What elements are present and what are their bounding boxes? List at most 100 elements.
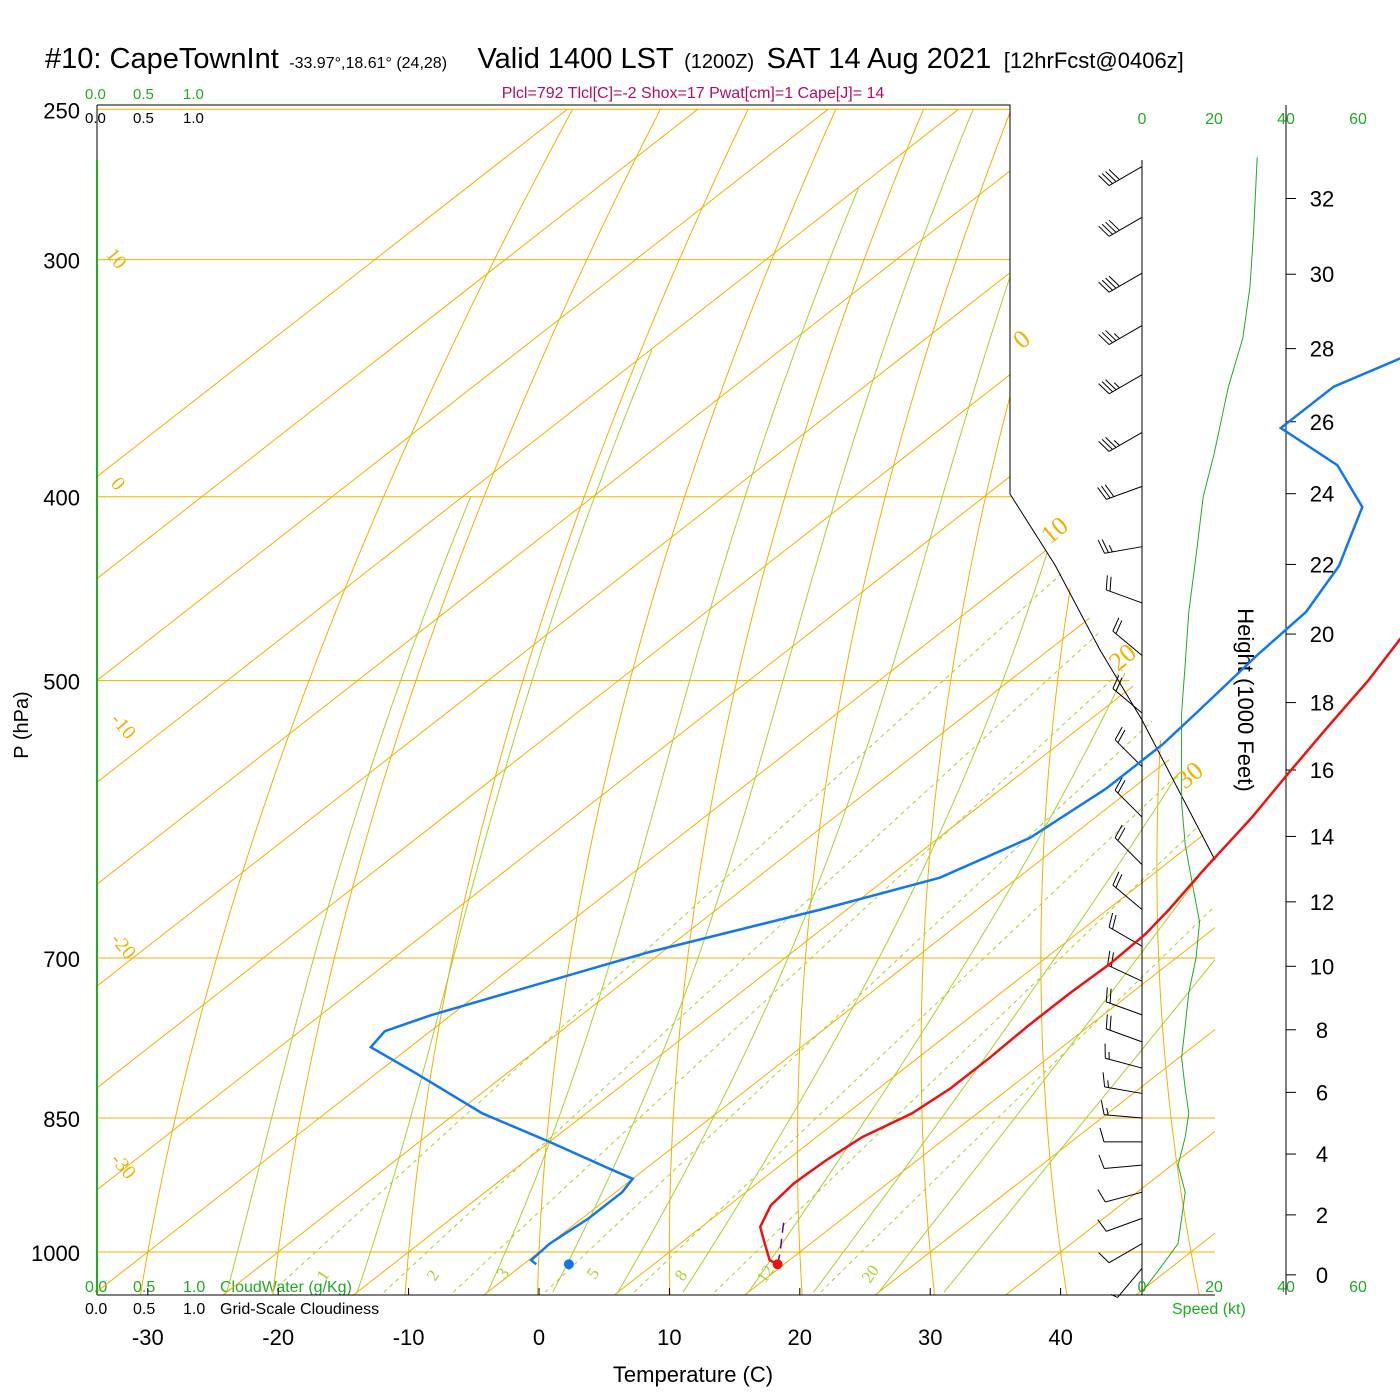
- cloudwater-label: CloudWater (g/Kg): [220, 1279, 352, 1296]
- isotherm-30: [858, 108, 1215, 1295]
- speed-tick-bottom-2: 40: [1277, 1279, 1295, 1296]
- height-tick-20: 20: [1310, 622, 1334, 647]
- height-tick-0: 0: [1316, 1263, 1328, 1288]
- cloudiness-scale-b1: 0.5: [133, 1301, 155, 1318]
- moist-adiabat-10: [617, 109, 1070, 1293]
- adiabat-label-0: 0: [1007, 324, 1036, 355]
- dry-adiabat--10: [403, 109, 749, 1295]
- wind-barb: [1114, 726, 1143, 768]
- wind-barbs: [1097, 166, 1143, 1298]
- wind-barb: [1105, 987, 1143, 1016]
- isotherm-40: [988, 108, 1215, 1295]
- mixing-ratio-8: [633, 496, 1215, 1293]
- isotherm-label-0: 0: [106, 473, 129, 495]
- height-tick-22: 22: [1310, 552, 1334, 577]
- height-tick-26: 26: [1310, 410, 1334, 435]
- series-parcel: [776, 1218, 785, 1265]
- temperature-tick-0: 0: [533, 1325, 545, 1350]
- wind-barb: [1107, 950, 1143, 982]
- temperature-axis-ticks: -30 -20 -10 0 10 20 30 40: [132, 1288, 1073, 1350]
- speed-tick-bottom-3: 60: [1349, 1279, 1367, 1296]
- moist-adiabat-35: [943, 109, 1215, 1293]
- isotherm-50: [1119, 108, 1215, 1295]
- wind-barb: [1099, 1127, 1142, 1143]
- mixing-ratio-label-2: 2: [423, 1266, 443, 1284]
- wind-barb: [1098, 432, 1143, 452]
- speed-tick-top-1: 20: [1205, 111, 1223, 128]
- forecast-info: [12hrFcst@0406z]: [1004, 48, 1184, 73]
- temperature-tick--20: -20: [262, 1325, 294, 1350]
- wind-barb: [1098, 166, 1143, 187]
- wind-barb: [1104, 1043, 1143, 1069]
- isotherm-label-10: 10: [101, 244, 131, 273]
- temperature-tick--30: -30: [132, 1325, 164, 1350]
- temperature-tick-30: 30: [918, 1325, 942, 1350]
- isotherm--20: [206, 108, 1215, 1295]
- pressure-axis-ticks: 250 300 400 500 700 850 1000: [31, 98, 80, 1266]
- speed-tick-top-3: 60: [1349, 111, 1367, 128]
- wind-barb: [1105, 575, 1143, 604]
- station-name: #10: CapeTownInt: [45, 43, 279, 75]
- temperature-tick-20: 20: [788, 1325, 812, 1350]
- wind-barb: [1098, 272, 1143, 293]
- speed-tick-bottom-1: 20: [1205, 1279, 1223, 1296]
- cloudwater-scale-b1: 0.5: [133, 1279, 155, 1296]
- adiabat-label-20: 20: [1103, 638, 1142, 677]
- cloudiness-scale-b0: 0.0: [85, 1301, 107, 1318]
- moist-adiabat-30: [878, 109, 1215, 1293]
- height-tick-16: 16: [1310, 758, 1334, 783]
- wind-barb: [1102, 1072, 1143, 1094]
- dry-adiabat-20: [796, 109, 1012, 1295]
- wind-barb: [1097, 1217, 1143, 1232]
- wind-barb: [1110, 1268, 1143, 1298]
- surface-dewpoint-marker: [563, 1259, 574, 1270]
- valid-date: SAT 14 Aug 2021: [767, 43, 992, 75]
- wind-barb: [1100, 1100, 1143, 1119]
- plot-frame-right: [97, 104, 1216, 861]
- cloudiness-scale-2: 1.0: [183, 110, 204, 127]
- pressure-tick-700: 700: [43, 947, 80, 972]
- isotherm--90: [97, 108, 829, 1295]
- wind-panel: 0 20 40 60 0 20 40 60 Speed (kt) 3230282…: [1097, 105, 1367, 1318]
- wind-barb: [1097, 484, 1143, 500]
- dry-adiabat--20: [270, 109, 661, 1295]
- wind-barb: [1097, 539, 1143, 554]
- height-tick-12: 12: [1310, 890, 1334, 915]
- pressure-tick-400: 400: [43, 486, 80, 511]
- valid-time: Valid 1400 LST: [477, 43, 673, 75]
- wind-barb: [1112, 675, 1143, 714]
- cloudwater-scale-b2: 1.0: [183, 1279, 205, 1296]
- series-dewpoint: [368, 357, 1400, 1266]
- temperature-tick-40: 40: [1048, 1325, 1072, 1350]
- wind-barb: [1114, 824, 1143, 865]
- surface-temperature-marker: [772, 1259, 783, 1270]
- station-coords: -33.97°,18.61° (24,28): [289, 55, 447, 72]
- isotherm-0: [467, 108, 1215, 1295]
- height-tick-28: 28: [1310, 337, 1334, 362]
- height-tick-10: 10: [1310, 954, 1334, 979]
- isotherm-label--10: -10: [106, 709, 140, 744]
- mixing-ratio-12: [714, 496, 1215, 1293]
- cloudiness-scale-b2: 1.0: [183, 1301, 205, 1318]
- isotherm--60: [97, 108, 1215, 1295]
- cloudwater-scale-1: 0.5: [133, 86, 154, 103]
- speed-tick-bottom-0: 0: [1138, 1279, 1147, 1296]
- isotherm--10: [336, 108, 1215, 1295]
- isotherm--80: [97, 108, 959, 1295]
- height-tick-24: 24: [1310, 482, 1334, 507]
- cloudiness-label: Grid-Scale Cloudiness: [220, 1301, 379, 1318]
- moist-adiabat-15: [682, 109, 1187, 1293]
- cloud-scale-bottom: 0.0 0.5 1.0 CloudWater (g/Kg) 0.0 0.5 1.…: [85, 1279, 379, 1318]
- mixing-ratio-5: [544, 496, 1215, 1293]
- temperature-tick-10: 10: [657, 1325, 681, 1350]
- cloudiness-scale-1: 0.5: [133, 110, 154, 127]
- isotherm--50: [97, 108, 1215, 1295]
- cloud-scale-top: 0.0 0.5 1.0 0.0 0.5 1.0: [85, 86, 204, 127]
- isotherm-20: [728, 108, 1215, 1295]
- dry-adiabat-70: [1378, 109, 1400, 1308]
- moist-adiabat--10: [356, 350, 653, 1293]
- mixing-ratio-3: [452, 496, 1215, 1293]
